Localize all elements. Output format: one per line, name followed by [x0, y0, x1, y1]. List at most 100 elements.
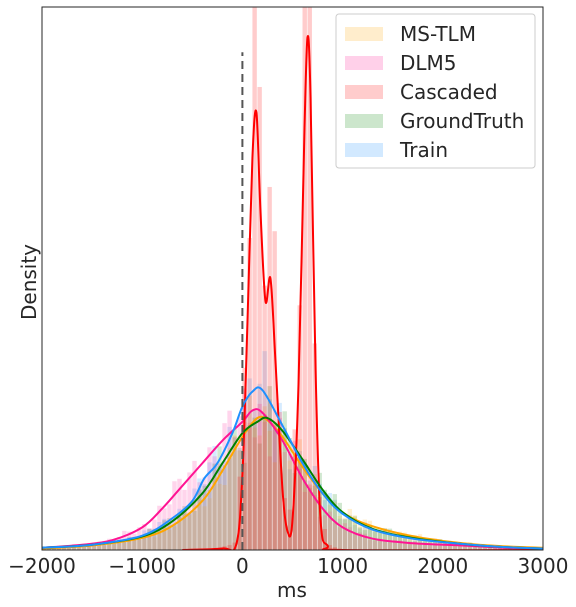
- legend-swatch: [345, 114, 383, 128]
- hist-bar: [282, 428, 287, 550]
- hist-bar: [382, 528, 388, 550]
- hist-bar: [262, 406, 267, 550]
- hist-bar: [342, 523, 348, 550]
- plot-frame: [41, 6, 544, 551]
- legend-frame: [335, 13, 536, 169]
- hist-bar: [217, 463, 222, 550]
- hist-bar: [267, 399, 272, 550]
- hist-bar: [357, 528, 363, 550]
- hist-bar: [382, 527, 388, 550]
- hist-bar: [102, 543, 107, 550]
- x-tick-label: −1000: [108, 554, 176, 578]
- hist-bar: [307, 487, 312, 550]
- hist-bar: [467, 544, 473, 550]
- hist-bar: [107, 542, 112, 550]
- hist-bar: [232, 429, 237, 550]
- hist-bar: [277, 402, 282, 550]
- hist-bar: [422, 541, 428, 550]
- hist-bar: [147, 529, 152, 550]
- hist-bar: [112, 539, 117, 550]
- hist-bar: [257, 435, 262, 550]
- hist-bar: [147, 534, 152, 550]
- hist-bar: [422, 544, 428, 550]
- hist-bar: [302, 480, 307, 550]
- hist-bar: [297, 468, 302, 550]
- hist-bar: [187, 514, 192, 550]
- hist-bar: [492, 546, 498, 550]
- hist-bar: [487, 547, 493, 550]
- hist-bar: [292, 473, 297, 550]
- hist-bar: [357, 523, 363, 550]
- hist-bar: [412, 541, 418, 550]
- hist-bar: [122, 542, 127, 550]
- legend-item-ms-tlm: MS-TLM: [345, 22, 476, 46]
- hist-bar: [372, 530, 378, 550]
- hist-bar: [447, 544, 453, 550]
- hist-bar: [247, 378, 252, 550]
- hist-bar: [427, 541, 433, 550]
- hist-bar: [87, 546, 92, 550]
- hist-bar: [102, 542, 107, 550]
- hist-bar: [257, 383, 262, 550]
- hist-bar: [397, 531, 403, 550]
- hist-bar: [217, 465, 222, 550]
- hist-bar: [287, 454, 292, 550]
- hist-bar: [392, 536, 398, 550]
- hist-bar: [502, 548, 508, 550]
- hist-bar: [107, 540, 112, 550]
- hist-bar: [137, 539, 142, 550]
- hist-bar: [127, 539, 132, 550]
- hist-bar: [252, 437, 257, 550]
- hist-bar: [162, 518, 167, 550]
- hist-bar: [477, 544, 483, 550]
- x-axis-ticks: −2000 −1000 0 1000 2000 3000: [8, 554, 568, 578]
- hist-bar: [87, 545, 92, 550]
- hist-bar: [277, 417, 282, 550]
- hist-bar: [197, 489, 202, 550]
- hist-bar: [132, 538, 137, 550]
- hist-bar: [102, 541, 107, 550]
- hist-bar: [387, 542, 393, 550]
- kde-line-dlm5: [42, 408, 543, 550]
- hist-bar: [82, 544, 87, 550]
- legend-swatch: [345, 85, 383, 99]
- hist-bar: [292, 454, 297, 550]
- hist-bar: [162, 520, 167, 550]
- hist-bar: [202, 483, 207, 550]
- hist-bar: [402, 542, 408, 550]
- hist-bar: [297, 439, 302, 550]
- hist-bar: [367, 540, 373, 550]
- hist-bar: [322, 509, 327, 550]
- hist-bar: [442, 543, 448, 550]
- x-tick-label: 3000: [518, 554, 569, 578]
- hist-bar: [302, 465, 307, 550]
- hist-bar: [477, 546, 483, 550]
- hist-bar: [312, 485, 317, 550]
- hist-bar: [237, 447, 242, 550]
- hist-bar: [262, 421, 267, 550]
- hist-bar: [332, 547, 337, 550]
- hist-bar: [242, 422, 247, 550]
- hist-bar: [157, 529, 162, 550]
- hist-bar: [232, 437, 237, 550]
- hist-bar: [307, 485, 312, 550]
- hist-bar: [277, 411, 282, 550]
- hist-bar: [392, 540, 398, 550]
- hist-bar: [252, 417, 257, 550]
- hist-bar: [227, 457, 232, 550]
- hist-bar: [192, 488, 197, 550]
- hist-bar: [417, 543, 423, 550]
- x-tick-label: 2000: [417, 554, 468, 578]
- hist-bar: [182, 513, 187, 550]
- legend-swatch: [345, 143, 383, 157]
- legend-item-train: Train: [345, 138, 448, 162]
- hist-bar: [117, 539, 122, 550]
- hist-bar: [192, 501, 197, 550]
- hist-bar: [442, 542, 448, 550]
- hist-bar: [202, 485, 207, 550]
- hist-bar: [292, 456, 297, 550]
- hist-bar: [177, 478, 182, 550]
- hist-bar: [347, 527, 353, 550]
- legend-label: Train: [399, 138, 448, 162]
- hist-bar: [337, 516, 342, 550]
